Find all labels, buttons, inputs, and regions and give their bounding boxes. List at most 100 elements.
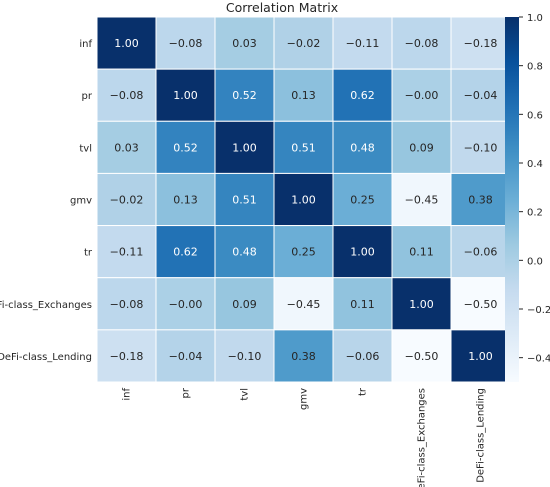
heatmap-cell (214, 329, 275, 383)
cell-value-label: −0.04 (464, 89, 498, 102)
colorbar-tick-label: −0.2 (527, 305, 550, 316)
colorbar-tick-label: 0.8 (527, 62, 543, 73)
cell-value-label: 0.48 (232, 246, 257, 259)
colorbar (505, 17, 519, 382)
cell-value-label: −0.11 (110, 246, 144, 259)
heatmap-cell (450, 172, 511, 227)
cell-value-label: −0.11 (346, 37, 380, 50)
heatmap-cell (214, 16, 275, 70)
cell-value-label: 0.51 (291, 141, 316, 154)
heatmap-cell (214, 120, 275, 174)
cell-value-label: −0.18 (464, 37, 498, 50)
heatmap-cells (96, 16, 511, 383)
cell-value-label: 0.11 (409, 246, 434, 259)
heatmap-cell (155, 172, 216, 227)
cell-value-label: −0.10 (228, 350, 262, 363)
heatmap-cell (391, 172, 452, 227)
heatmap-cell (450, 329, 511, 383)
heatmap-cell (214, 225, 275, 279)
colorbar-tick-label: −0.4 (527, 354, 550, 365)
y-tick-label: gmv (70, 196, 92, 207)
cell-value-label: 0.52 (232, 89, 257, 102)
cell-value-label: −0.04 (169, 350, 203, 363)
colorbar-tick-label: 0.2 (527, 208, 543, 219)
heatmap-cell-labels: 1.00 −0.08 0.03 −0.02 −0.11 −0.08 −0.18 −0.08 1.… (110, 37, 498, 363)
heatmap-cell (273, 329, 334, 383)
colorbar-tick-label: 0.6 (527, 110, 543, 121)
y-tick-label: tvl (79, 143, 92, 154)
cell-value-label: −0.08 (405, 37, 439, 50)
cell-value-label: 0.25 (291, 246, 316, 259)
heatmap-cell (332, 329, 393, 383)
heatmap-cell (214, 68, 275, 122)
heatmap-cell (155, 277, 216, 331)
cell-value-label: −0.08 (110, 298, 144, 311)
y-tick-label: DeFi-class_Lending (0, 352, 92, 363)
chart-title: Correlation Matrix (226, 0, 338, 15)
cell-value-label: −0.02 (110, 194, 144, 207)
cell-value-label: 1.00 (350, 246, 375, 259)
cell-value-label: 0.38 (291, 350, 316, 363)
heatmap-cell (273, 172, 334, 227)
heatmap-cell (391, 120, 452, 174)
cell-value-label: 0.62 (350, 89, 375, 102)
cell-value-label: 0.11 (350, 298, 375, 311)
y-tick-label: inf (79, 39, 92, 50)
cell-value-label: −0.00 (169, 298, 203, 311)
cell-value-label: 1.00 (114, 37, 139, 50)
y-tick-label: pr (82, 91, 93, 102)
cell-value-label: 0.38 (468, 194, 493, 207)
cell-value-label: 0.62 (173, 246, 198, 259)
cell-value-label: −0.45 (287, 298, 321, 311)
x-tick-label: inf (122, 388, 133, 401)
colorbar-tick-label: 1.0 (527, 13, 543, 24)
cell-value-label: 1.00 (468, 350, 493, 363)
cell-value-label: 0.13 (173, 194, 198, 207)
cell-value-label: 0.52 (173, 141, 198, 154)
cell-value-label: −0.06 (464, 246, 498, 259)
cell-value-label: −0.08 (110, 89, 144, 102)
heatmap-cell (391, 329, 452, 383)
cell-value-label: 0.48 (350, 141, 375, 154)
heatmap-cell (273, 277, 334, 331)
x-axis-tick-labels: inf pr tvl gmv tr DeFi-class_Exchanges DeFi-cl… (122, 387, 487, 487)
cell-value-label: −0.45 (405, 194, 439, 207)
heatmap-cell (332, 68, 393, 122)
x-tick-label: DeFi-class_Lending (476, 388, 487, 483)
heatmap-cell (155, 120, 216, 174)
heatmap-cell (96, 225, 157, 279)
cell-value-label: 0.13 (291, 89, 316, 102)
cell-value-label: −0.50 (464, 298, 498, 311)
heatmap-cell (450, 120, 511, 174)
cell-value-label: −0.06 (346, 350, 380, 363)
heatmap-cell (332, 277, 393, 331)
cell-value-label: −0.00 (405, 89, 439, 102)
heatmap-cell (332, 120, 393, 174)
heatmap-cell (96, 68, 157, 122)
cell-value-label: 1.00 (173, 89, 198, 102)
y-tick-label: tr (84, 248, 93, 259)
cell-value-label: 1.00 (232, 141, 257, 154)
x-tick-label: tvl (240, 388, 251, 401)
heatmap-cell (450, 68, 511, 122)
x-tick-label: pr (181, 387, 192, 398)
x-tick-label: gmv (299, 388, 310, 410)
heatmap-cell (96, 329, 157, 383)
heatmap-cell (450, 277, 511, 331)
colorbar-tick-label: 0.4 (527, 159, 543, 170)
cell-value-label: 1.00 (291, 194, 316, 207)
colorbar-ticks: 1.0 0.8 0.6 0.4 0.2 0.0 −0.2 −0.4 (519, 13, 550, 365)
cell-value-label: 0.51 (232, 194, 257, 207)
cell-value-label: −0.18 (110, 350, 144, 363)
heatmap-cell (155, 16, 216, 70)
colorbar-tick-label: 0.0 (527, 256, 543, 267)
heatmap-cell (96, 277, 157, 331)
x-tick-label: DeFi-class_Exchanges (417, 388, 428, 487)
cell-value-label: 0.09 (232, 298, 257, 311)
heatmap-cell (273, 120, 334, 174)
cell-value-label: 0.09 (409, 141, 434, 154)
heatmap-cell (96, 16, 157, 70)
heatmap-cell (96, 172, 157, 227)
cell-value-label: −0.10 (464, 141, 498, 154)
